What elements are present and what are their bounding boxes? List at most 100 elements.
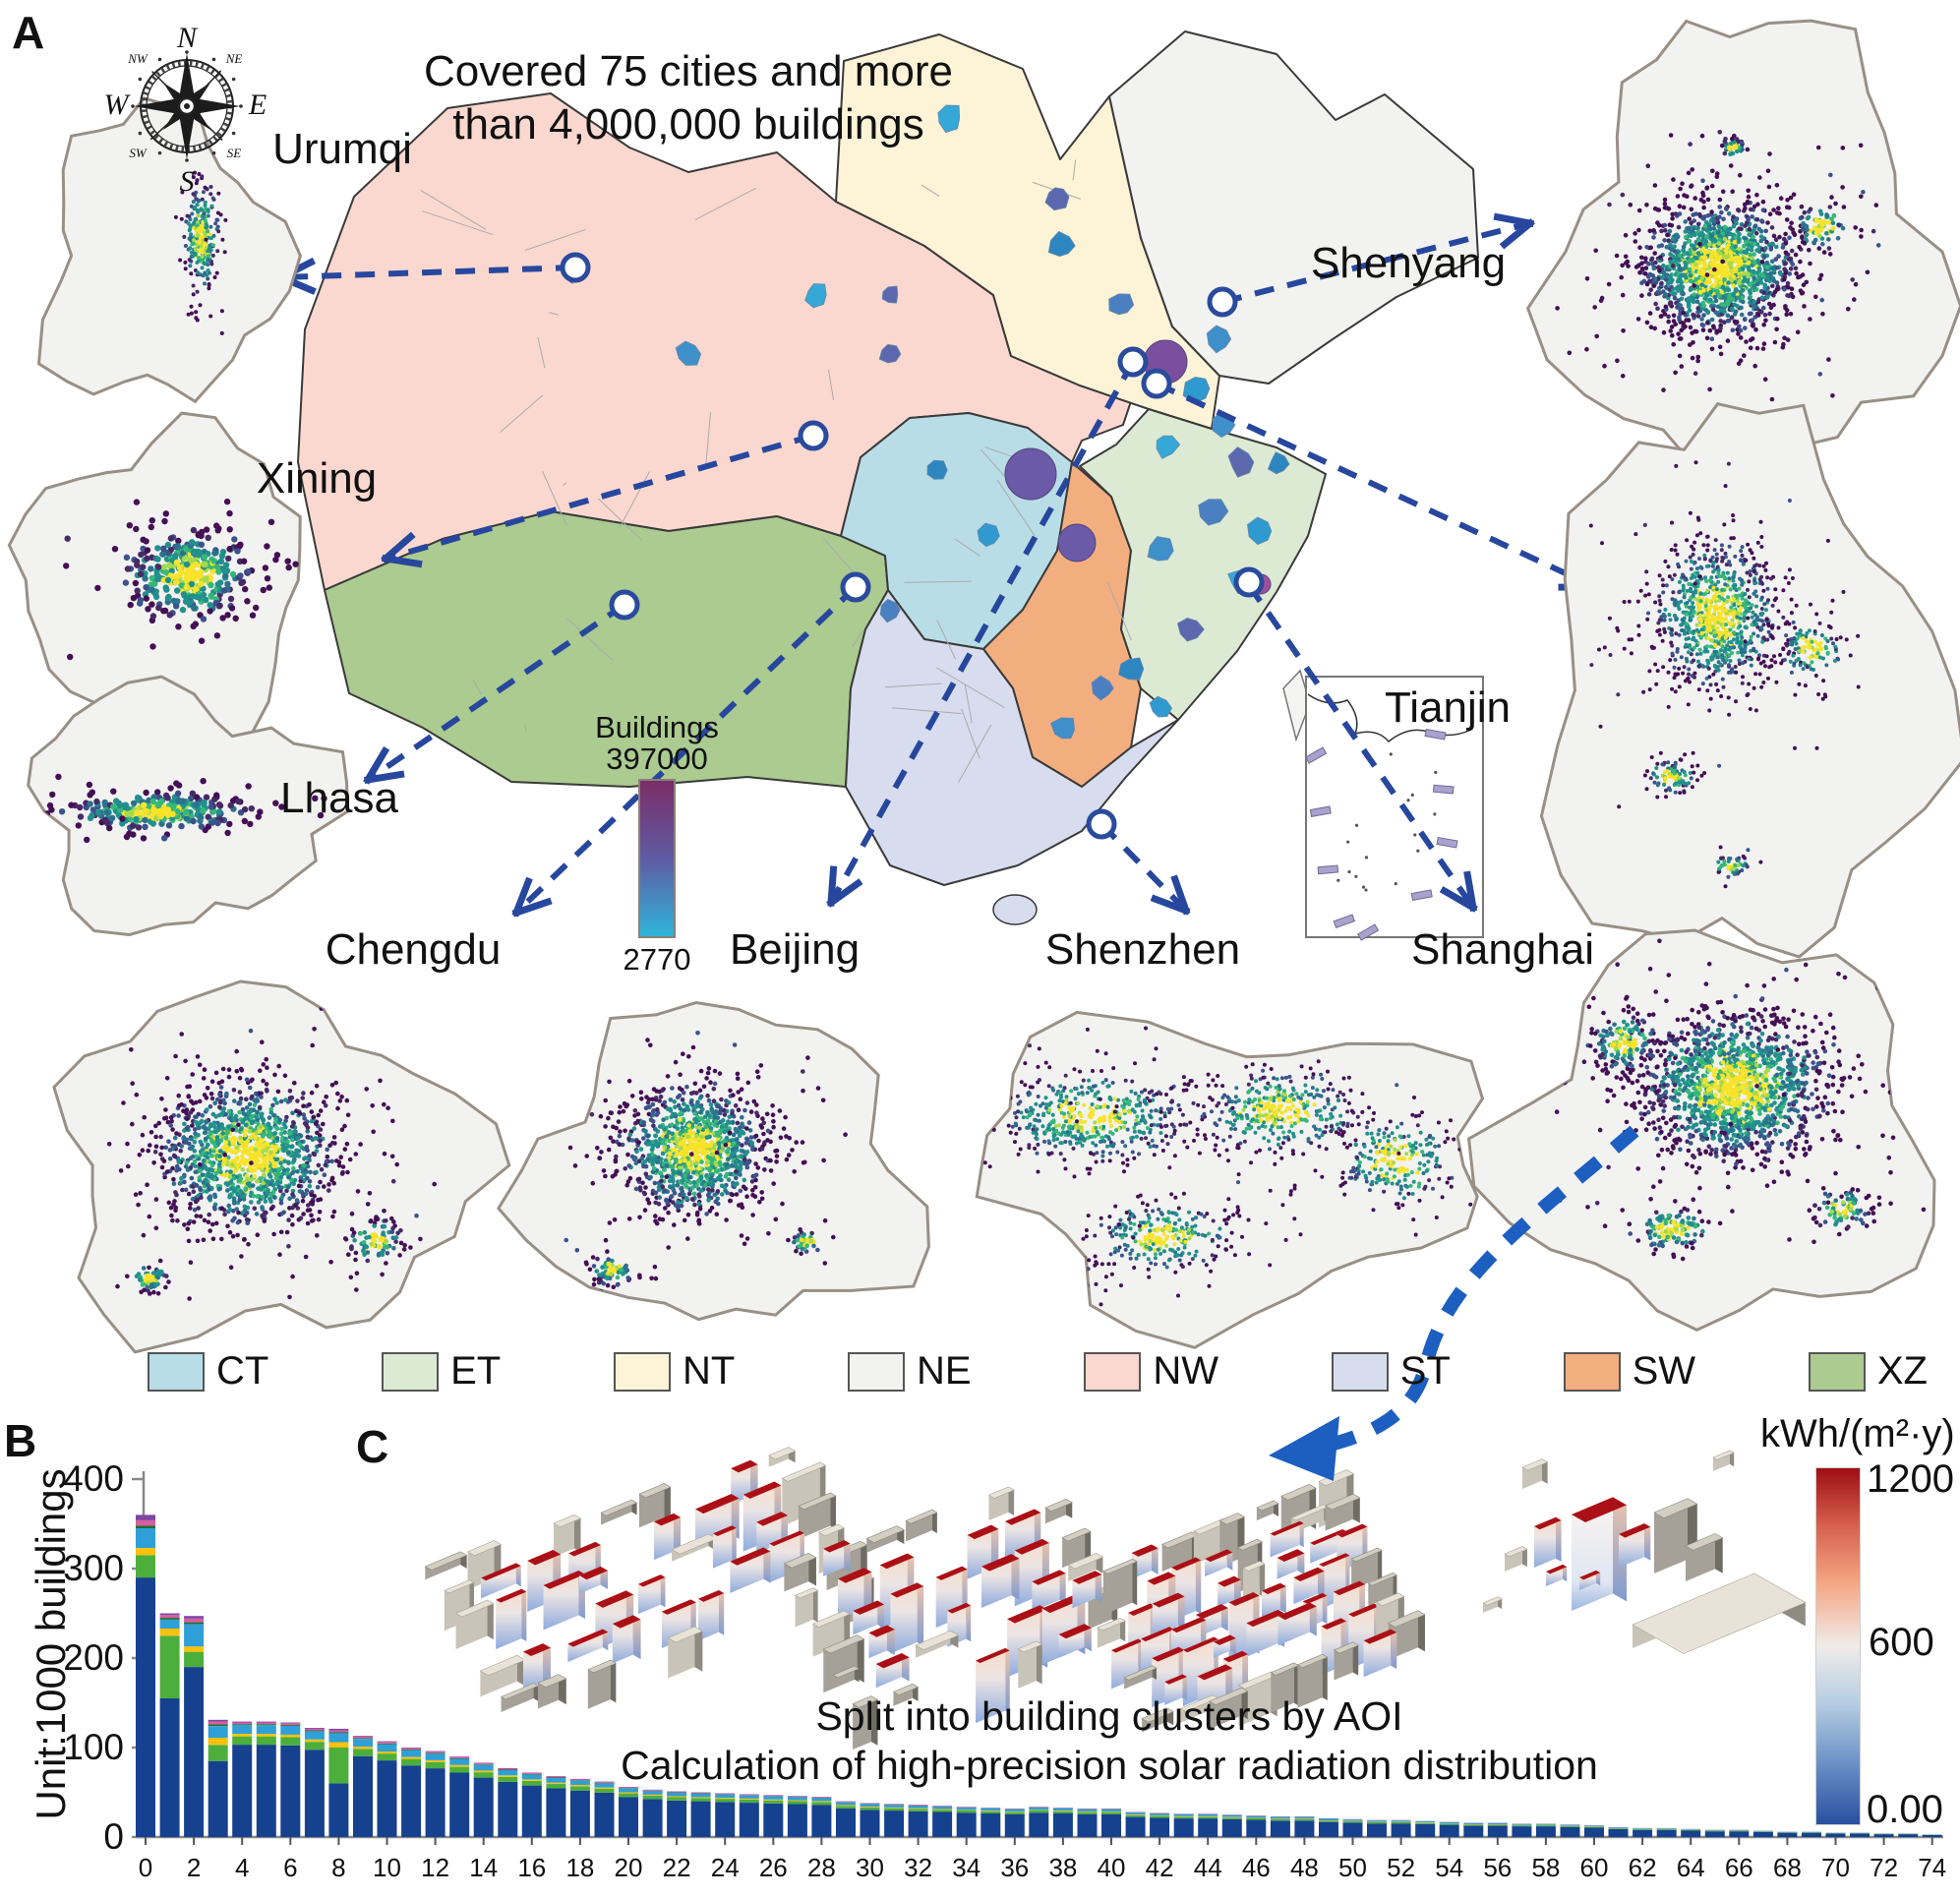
bar-rank-8 [328, 1728, 349, 1837]
bar-chart-x-tick: 52 [1387, 1853, 1415, 1882]
inset-map-tianjin [1539, 402, 1960, 959]
city-building-patch [878, 343, 902, 364]
bar-rank-73 [1898, 1833, 1919, 1837]
bar-rank-68 [1777, 1831, 1798, 1837]
city-marker-lhasa [609, 589, 640, 621]
china-map [297, 30, 1479, 925]
bar-rank-30 [860, 1803, 880, 1837]
inset-dots-shenzhen [980, 1026, 1473, 1328]
legend-item-ST: ST [1331, 1349, 1451, 1394]
province-line [936, 667, 1005, 708]
bar-rank-29 [836, 1801, 856, 1837]
bar-chart-x-tick: 0 [139, 1853, 152, 1882]
province-line [852, 629, 863, 648]
city-building-patch [1176, 617, 1205, 642]
legend-label: CT [216, 1349, 269, 1393]
bar-rank-61 [1608, 1827, 1629, 1837]
panel-label-c: C [356, 1421, 389, 1472]
legend-swatch-ST [1331, 1351, 1389, 1392]
city-marker-xining [798, 420, 829, 451]
city-building-patch [1044, 187, 1070, 211]
bar-chart-x-tick: 6 [283, 1853, 297, 1882]
bar-rank-36 [1004, 1808, 1025, 1837]
compass-label-NE: NE [225, 51, 243, 66]
province-line [828, 369, 835, 401]
province-line [472, 680, 482, 695]
bar-chart-x-tick: 32 [904, 1853, 932, 1882]
bar-rank-67 [1752, 1830, 1773, 1837]
arrow-lhasa [363, 602, 626, 785]
bar-chart-x-tick: 38 [1048, 1853, 1077, 1882]
legend-swatch-CT [148, 1351, 205, 1392]
city-building-patch [1118, 657, 1145, 681]
bar-chart-x-tick: 16 [517, 1853, 546, 1882]
arrow-xining [381, 433, 814, 568]
bar-rank-42 [1150, 1812, 1170, 1837]
province-line [980, 449, 1009, 482]
province-line [537, 336, 546, 369]
bar-chart-x-tick: 48 [1290, 1853, 1319, 1882]
radiation-tick-mid: 600 [1869, 1621, 1934, 1664]
inset-dots-chengdu [68, 1006, 438, 1301]
bar-rank-2 [184, 1616, 205, 1837]
bar-rank-15 [498, 1767, 518, 1837]
bar-chart-y-tick: 300 [63, 1548, 124, 1588]
bar-rank-17 [546, 1776, 566, 1837]
province-line [619, 471, 650, 529]
bar-chart-x-tick: 20 [615, 1853, 643, 1882]
province-line [958, 724, 992, 783]
province-line [420, 190, 487, 230]
arrow-shenzhen [1099, 821, 1191, 916]
province-line [566, 618, 614, 661]
bar-chart-x-tick: 22 [663, 1853, 691, 1882]
bar-chart-x-tick: 70 [1821, 1853, 1850, 1882]
buildings-colorbar-max: 397000 [606, 742, 708, 776]
bar-rank-5 [256, 1721, 276, 1837]
inset-map-shenzhen [975, 1010, 1485, 1349]
bar-rank-28 [811, 1797, 832, 1837]
inset-outline-shanghai [1467, 928, 1936, 1333]
bar-rank-25 [739, 1794, 759, 1837]
city-building-patch [977, 522, 1000, 548]
inset-dots-beijing [540, 1014, 848, 1294]
bar-rank-41 [1125, 1811, 1146, 1837]
buildings-colorbar-min: 2770 [623, 942, 691, 977]
bar-rank-9 [353, 1736, 373, 1837]
bar-rank-18 [569, 1778, 590, 1837]
bar-rank-64 [1681, 1828, 1701, 1837]
bar-chart-x-tick: 24 [711, 1853, 740, 1882]
bar-chart-x-tick: 14 [469, 1853, 498, 1882]
bar-chart-x-tick: 72 [1870, 1853, 1898, 1882]
city-marker-shenyang [1207, 286, 1238, 318]
bar-chart-x-tick: 2 [187, 1853, 201, 1882]
province-line [884, 682, 942, 688]
province-line [955, 538, 980, 557]
panel-label-a: A [12, 7, 45, 58]
province-line [705, 411, 712, 465]
inset-map-beijing [497, 1000, 930, 1322]
city-marker-urumqi [560, 252, 591, 283]
legend-label: XZ [1876, 1349, 1928, 1393]
bar-rank-32 [908, 1805, 928, 1837]
bar-rank-48 [1294, 1816, 1315, 1837]
bar-chart-x-tick: 12 [421, 1853, 449, 1882]
bar-rank-58 [1535, 1823, 1556, 1837]
panel-c-caption-line2: Calculation of high-precision solar radi… [621, 1743, 1598, 1788]
legend-label: ST [1399, 1349, 1451, 1393]
legend-item-SW: SW [1563, 1349, 1695, 1394]
city-building-patch [804, 283, 827, 309]
compass-label-S: S [180, 165, 195, 198]
map-title-line2: than 4,000,000 buildings [452, 100, 924, 148]
city-label-shenyang: Shenyang [1310, 239, 1507, 287]
buildings-colorbar [638, 779, 676, 938]
buildings-colorbar-title: Buildings [595, 710, 719, 744]
bar-rank-35 [980, 1808, 1001, 1837]
bar-rank-10 [377, 1741, 397, 1837]
region-NE [1108, 30, 1479, 385]
legend-item-XZ: XZ [1808, 1349, 1928, 1394]
bar-rank-21 [642, 1789, 663, 1837]
bar-rank-71 [1850, 1832, 1870, 1837]
bar-chart-x-tick: 40 [1098, 1853, 1126, 1882]
city-building-patch-purple [1057, 523, 1097, 563]
